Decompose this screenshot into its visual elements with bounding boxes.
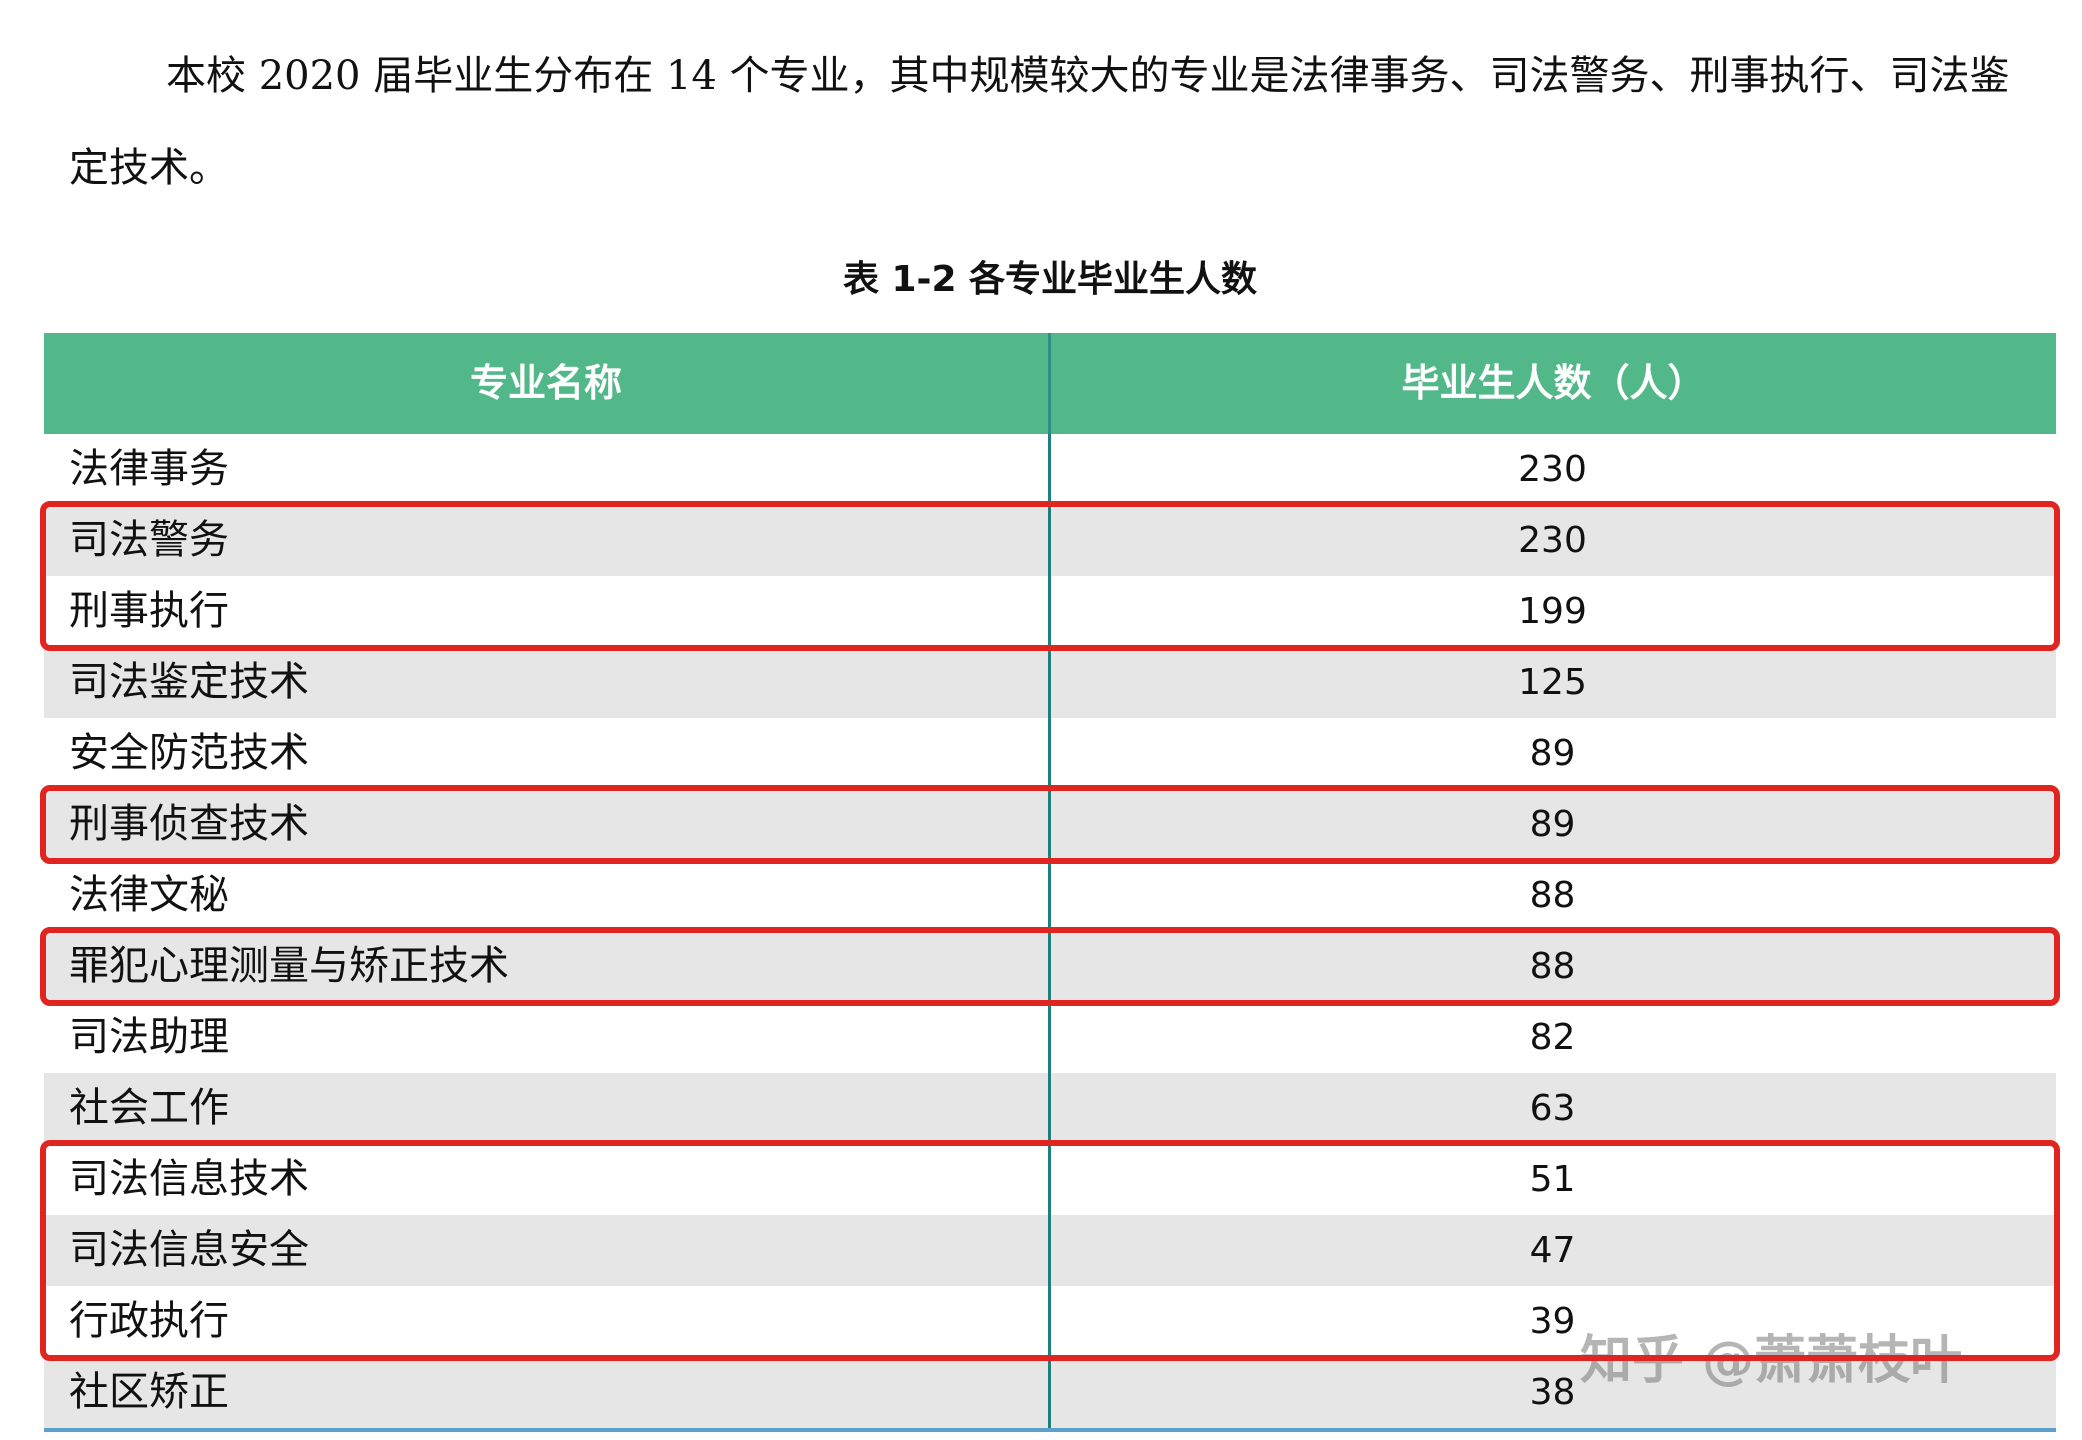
graduate-count: 230 [1518,520,1587,561]
table-row: 刑事执行 199 [44,576,2056,647]
header-cell: 专业名称 [469,361,622,405]
watermark: 知乎 @萧萧枝叶 [1580,1331,1963,1391]
graduate-count: 89 [1529,733,1576,774]
graduate-count: 38 [1529,1372,1576,1413]
major-name: 司法警务 [69,517,229,563]
highlight-box [40,927,2060,1006]
graduate-count: 51 [1529,1159,1576,1200]
table-row: 行政执行 39 [44,1286,2056,1357]
graduate-count: 89 [1529,804,1576,845]
graduate-count: 230 [1518,449,1587,490]
major-name: 行政执行 [69,1298,229,1344]
graduate-count: 88 [1529,946,1576,987]
table-bottom-border [44,1428,2056,1432]
major-name: 罪犯心理测量与矫正技术 [69,943,509,989]
header-cell: 毕业生人数（人） [1401,361,1706,405]
major-name: 司法信息技术 [69,1156,309,1202]
major-name: 社区矫正 [69,1369,229,1415]
table-row: 法律文秘 88 [44,860,2056,931]
graduate-count: 47 [1529,1230,1576,1271]
graduate-count: 39 [1529,1301,1576,1342]
highlight-box [40,501,2060,651]
graduate-count: 63 [1529,1088,1576,1129]
table-body: 法律事务 230 司法警务 230 刑事执行 199 司法鉴定技术 125 安全防范技术 89 刑事… [44,434,2056,1428]
major-name: 社会工作 [69,1085,229,1131]
graduate-count: 125 [1518,662,1587,703]
table: 专业名称 毕业生人数（人） 法律事务 230 司法警务 230 刑事执行 199 司法鉴定技… [44,333,2056,1432]
major-name: 安全防范技术 [69,730,309,776]
paragraph: 本校 2020 届毕业生分布在 14 个专业，其中规模较大的专业是法律事务、司法… [69,53,2010,191]
major-name: 刑事执行 [69,588,229,634]
column-divider [1048,333,1051,434]
graduate-count: 199 [1518,591,1587,632]
table-caption: 表 1-2 各专业毕业生人数 [842,259,1258,300]
major-name: 司法信息安全 [69,1227,309,1273]
highlight-box [40,785,2060,864]
major-name: 司法助理 [69,1014,229,1060]
table-row: 安全防范技术 89 [44,718,2056,789]
table-row: 司法信息技术 51 [44,1144,2056,1215]
graduate-count: 82 [1529,1017,1576,1058]
table-header: 专业名称 毕业生人数（人） [44,333,2056,434]
table-row: 法律事务 230 [44,434,2056,505]
major-name: 法律文秘 [69,872,229,918]
major-name: 法律事务 [69,446,229,492]
highlight-box [40,1140,2060,1361]
major-name: 司法鉴定技术 [69,659,309,705]
graduate-count: 88 [1529,875,1576,916]
major-name: 刑事侦查技术 [69,801,309,847]
table-row: 司法助理 82 [44,1002,2056,1073]
